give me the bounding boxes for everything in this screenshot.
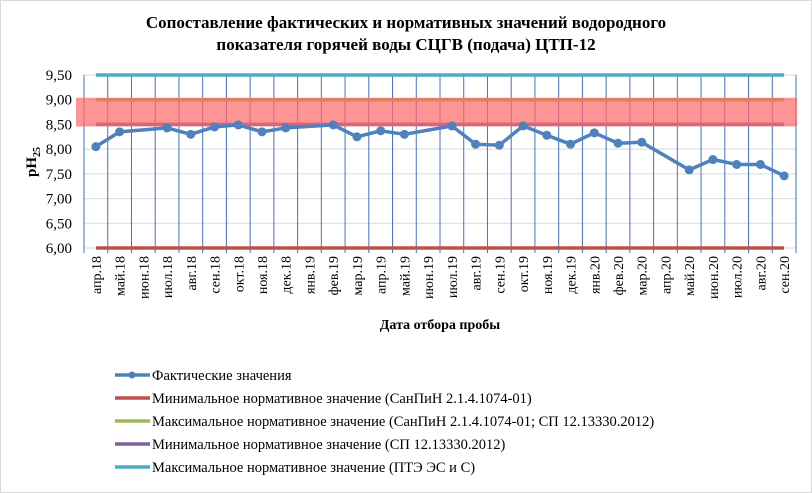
x-tick-label: сен.20	[778, 256, 793, 294]
x-tick-label: сен.19	[493, 256, 508, 294]
legend-label: Максимальное нормативное значение (СанПи…	[152, 414, 654, 430]
data-point	[91, 142, 101, 152]
x-tick-label: июл.19	[446, 256, 461, 298]
x-tick-label: ноя.18	[256, 256, 271, 294]
x-tick-label: апр.20	[659, 256, 674, 294]
x-tick-label: фев.20	[612, 256, 627, 295]
x-tick-label: апр.19	[375, 256, 390, 294]
data-point	[210, 122, 220, 132]
data-point	[494, 140, 504, 150]
y-tick-label: 6,50	[46, 216, 72, 232]
data-point	[162, 123, 172, 133]
data-point	[257, 127, 267, 137]
legend-label: Минимальное нормативное значение (СП 12.…	[152, 437, 506, 453]
data-point	[328, 120, 338, 130]
data-point	[779, 171, 789, 181]
y-tick-label: 9,00	[46, 93, 72, 109]
data-point	[755, 159, 765, 169]
x-tick-label: июл.18	[161, 256, 176, 298]
data-point	[233, 120, 243, 130]
x-tick-label: янв.19	[303, 256, 318, 294]
y-axis-label-sub: 25	[32, 147, 43, 157]
data-point	[115, 127, 125, 137]
data-point	[186, 129, 196, 139]
data-point	[589, 128, 599, 138]
data-point	[471, 139, 481, 149]
x-tick-label: апр.18	[90, 256, 105, 294]
x-tick-label: май.19	[398, 256, 413, 296]
x-tick-label: янв.20	[588, 256, 603, 294]
x-tick-label: авг.18	[185, 256, 200, 291]
y-axis-label-main: pH	[24, 157, 40, 177]
x-tick-label: мар.19	[351, 256, 366, 295]
y-tick-label: 6,00	[46, 241, 72, 257]
y-tick-label: 7,50	[46, 167, 72, 183]
data-point	[518, 121, 528, 131]
data-point	[542, 130, 552, 140]
x-tick-label: июл.20	[731, 256, 746, 298]
highlight-band	[76, 97, 797, 127]
x-tick-label: май.20	[683, 256, 698, 296]
chart-title-line-2: показателя горячей воды СЦГВ (подача) ЦТ…	[216, 35, 595, 54]
x-tick-label: авг.19	[470, 256, 485, 291]
x-tick-label: мар.20	[636, 256, 651, 295]
x-tick-label: ноя.19	[541, 256, 556, 294]
data-point	[447, 121, 457, 131]
x-tick-label: июн.20	[707, 256, 722, 299]
chart-title-line-1: Сопоставление фактических и нормативных …	[146, 13, 666, 32]
x-tick-label: окт.19	[517, 256, 532, 292]
data-point	[281, 123, 291, 133]
data-point	[708, 155, 718, 165]
x-tick-label: окт.18	[232, 256, 247, 292]
data-point	[566, 139, 576, 149]
legend-label: Минимальное нормативное значение (СанПиН…	[152, 391, 532, 407]
legend-label: Максимальное нормативное значение (ПТЭ Э…	[152, 460, 475, 476]
y-tick-label: 7,00	[46, 192, 72, 208]
y-tick-label: 8,50	[46, 117, 72, 133]
x-tick-label: дек.19	[565, 256, 580, 294]
x-tick-label: авг.20	[754, 256, 769, 291]
y-tick-label: 8,00	[46, 142, 72, 158]
data-point	[352, 132, 362, 142]
x-tick-label: дек.18	[280, 256, 295, 294]
y-axis-label: pH25	[24, 147, 43, 177]
data-point	[684, 165, 694, 175]
data-point	[613, 138, 623, 148]
legend-marker	[128, 371, 136, 379]
x-axis-label: Дата отбора пробы	[380, 318, 500, 333]
x-tick-label: июн.18	[137, 256, 152, 299]
data-point	[637, 137, 647, 147]
legend-label: Фактические значения	[152, 368, 292, 384]
data-point	[399, 129, 409, 139]
y-tick-label: 9,50	[46, 68, 72, 84]
data-point	[376, 126, 386, 136]
x-tick-label: фев.19	[327, 256, 342, 295]
data-point	[732, 159, 742, 169]
x-tick-label: сен.18	[209, 256, 224, 294]
x-tick-label: май.18	[114, 256, 129, 296]
x-tick-label: июн.19	[422, 256, 437, 299]
